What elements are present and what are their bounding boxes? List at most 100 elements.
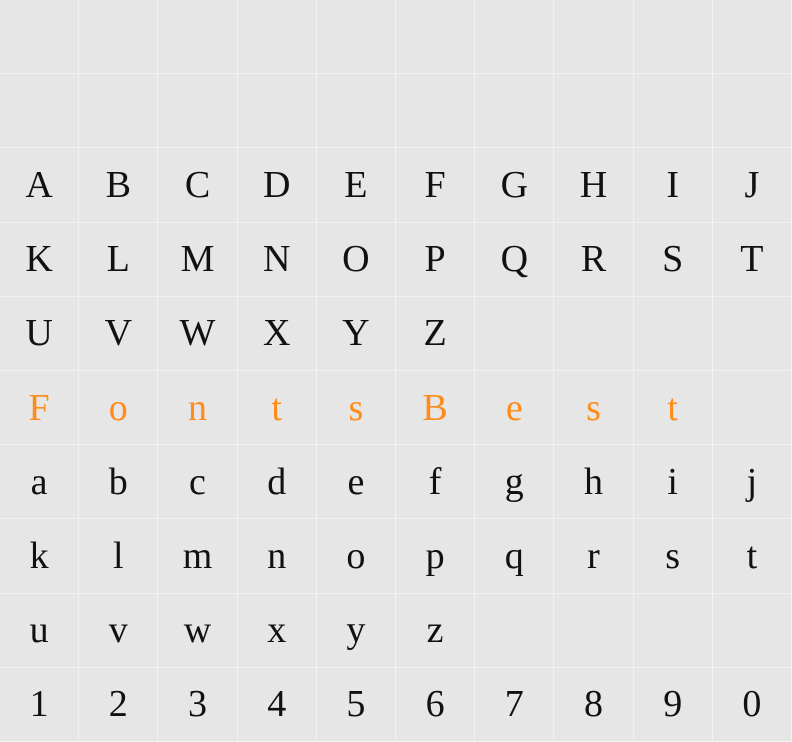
- glyph-cell: [158, 0, 237, 74]
- glyph-cell: b: [79, 445, 158, 519]
- glyph-cell-accent: s: [317, 371, 396, 445]
- glyph-cell: i: [634, 445, 713, 519]
- glyph-cell: k: [0, 519, 79, 593]
- glyph-cell: 9: [634, 668, 713, 742]
- glyph-cell-accent: t: [634, 371, 713, 445]
- glyph-cell: T: [713, 223, 792, 297]
- glyph-cell-accent: e: [475, 371, 554, 445]
- glyph-cell: [79, 0, 158, 74]
- glyph-cell: m: [158, 519, 237, 593]
- glyph-cell: E: [317, 148, 396, 222]
- glyph-cell: [79, 74, 158, 148]
- glyph-cell: [0, 74, 79, 148]
- glyph-cell: 5: [317, 668, 396, 742]
- glyph-cell: A: [0, 148, 79, 222]
- glyph-cell: t: [713, 519, 792, 593]
- glyph-cell: v: [79, 594, 158, 668]
- glyph-cell: d: [238, 445, 317, 519]
- glyph-cell: Y: [317, 297, 396, 371]
- glyph-cell: K: [0, 223, 79, 297]
- glyph-cell: 7: [475, 668, 554, 742]
- glyph-cell: V: [79, 297, 158, 371]
- glyph-cell: p: [396, 519, 475, 593]
- glyph-cell: e: [317, 445, 396, 519]
- glyph-cell: [317, 0, 396, 74]
- glyph-cell: [634, 0, 713, 74]
- glyph-cell: w: [158, 594, 237, 668]
- glyph-cell: W: [158, 297, 237, 371]
- glyph-cell: [317, 74, 396, 148]
- glyph-cell: R: [554, 223, 633, 297]
- glyph-cell: h: [554, 445, 633, 519]
- glyph-cell: X: [238, 297, 317, 371]
- glyph-cell: [554, 594, 633, 668]
- glyph-grid: A B C D E F G H I J K L M N O P Q R S T …: [0, 0, 792, 742]
- glyph-cell: [238, 0, 317, 74]
- glyph-cell: Q: [475, 223, 554, 297]
- glyph-cell: [634, 594, 713, 668]
- glyph-cell: 8: [554, 668, 633, 742]
- glyph-cell: B: [79, 148, 158, 222]
- glyph-cell: 3: [158, 668, 237, 742]
- glyph-cell-accent: s: [554, 371, 633, 445]
- glyph-cell: 0: [713, 668, 792, 742]
- glyph-cell-accent: F: [0, 371, 79, 445]
- glyph-cell-accent: o: [79, 371, 158, 445]
- glyph-cell: 2: [79, 668, 158, 742]
- glyph-cell: O: [317, 223, 396, 297]
- glyph-cell: a: [0, 445, 79, 519]
- glyph-cell: S: [634, 223, 713, 297]
- glyph-cell: [713, 297, 792, 371]
- glyph-cell: 6: [396, 668, 475, 742]
- glyph-cell: 4: [238, 668, 317, 742]
- glyph-cell: c: [158, 445, 237, 519]
- glyph-cell: x: [238, 594, 317, 668]
- glyph-cell: g: [475, 445, 554, 519]
- glyph-cell: y: [317, 594, 396, 668]
- glyph-cell: f: [396, 445, 475, 519]
- glyph-cell: r: [554, 519, 633, 593]
- glyph-cell: [0, 0, 79, 74]
- glyph-cell-accent: [713, 371, 792, 445]
- glyph-cell: N: [238, 223, 317, 297]
- glyph-cell: [475, 74, 554, 148]
- glyph-cell: j: [713, 445, 792, 519]
- glyph-cell: [475, 0, 554, 74]
- glyph-cell: [396, 0, 475, 74]
- glyph-cell: G: [475, 148, 554, 222]
- glyph-cell: U: [0, 297, 79, 371]
- glyph-cell: H: [554, 148, 633, 222]
- glyph-cell: [475, 594, 554, 668]
- glyph-cell-accent: t: [238, 371, 317, 445]
- glyph-cell: [554, 0, 633, 74]
- glyph-cell: [554, 297, 633, 371]
- glyph-cell: [713, 74, 792, 148]
- glyph-cell: [396, 74, 475, 148]
- glyph-cell: C: [158, 148, 237, 222]
- glyph-cell-accent: n: [158, 371, 237, 445]
- glyph-cell: Z: [396, 297, 475, 371]
- glyph-cell: D: [238, 148, 317, 222]
- glyph-cell: n: [238, 519, 317, 593]
- glyph-cell-accent: B: [396, 371, 475, 445]
- glyph-cell: q: [475, 519, 554, 593]
- glyph-cell: [158, 74, 237, 148]
- glyph-cell: l: [79, 519, 158, 593]
- glyph-cell: [713, 0, 792, 74]
- glyph-cell: I: [634, 148, 713, 222]
- glyph-cell: u: [0, 594, 79, 668]
- glyph-cell: s: [634, 519, 713, 593]
- glyph-cell: z: [396, 594, 475, 668]
- glyph-cell: [634, 297, 713, 371]
- glyph-cell: [634, 74, 713, 148]
- glyph-cell: P: [396, 223, 475, 297]
- glyph-cell: 1: [0, 668, 79, 742]
- glyph-cell: L: [79, 223, 158, 297]
- glyph-cell: M: [158, 223, 237, 297]
- glyph-cell: [713, 594, 792, 668]
- glyph-cell: [475, 297, 554, 371]
- glyph-cell: [238, 74, 317, 148]
- glyph-cell: o: [317, 519, 396, 593]
- glyph-cell: F: [396, 148, 475, 222]
- glyph-cell: J: [713, 148, 792, 222]
